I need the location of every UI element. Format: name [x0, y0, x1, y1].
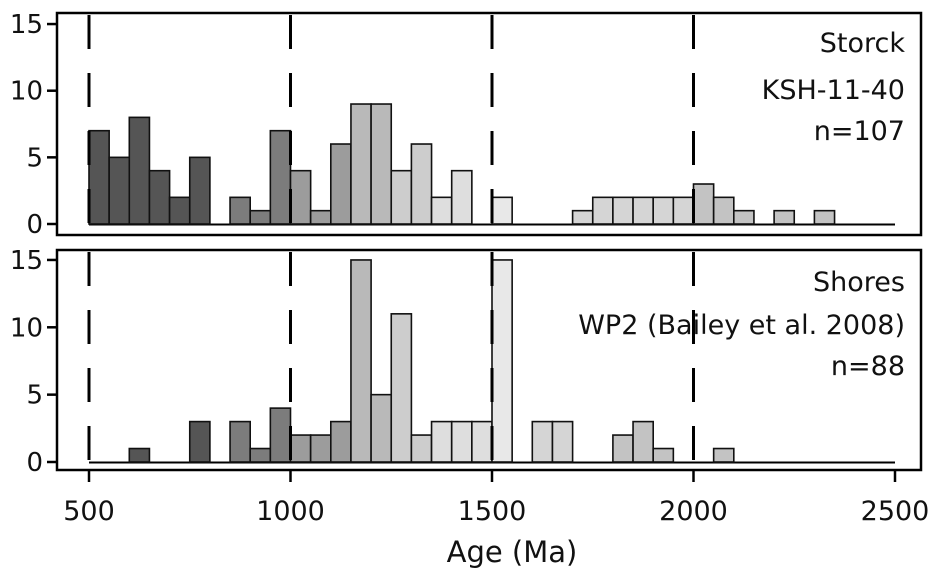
histogram-bar: [430, 196, 453, 225]
panel-annotation: WP2 (Bailey et al. 2008): [578, 310, 905, 341]
histogram-bar: [350, 259, 372, 463]
histogram-bar: [188, 156, 211, 225]
histogram-bar: [390, 169, 413, 225]
histogram-bar: [410, 434, 433, 463]
histogram-bar: [329, 420, 352, 463]
y-tick-label: 15: [10, 10, 43, 40]
histogram-bar: [229, 420, 252, 463]
histogram-bar: [370, 103, 393, 225]
histogram-bar: [652, 196, 675, 225]
y-tick-label: 0: [26, 210, 43, 240]
histogram-bar: [571, 209, 594, 225]
histogram-bar: [652, 447, 675, 463]
histogram-bar: [249, 447, 272, 463]
panel-annotation: KSH-11-40: [762, 75, 905, 106]
histogram-bar: [128, 116, 151, 225]
histogram-bar: [491, 259, 513, 463]
panel-annotation: Storck: [820, 28, 906, 59]
x-tick-label: 2500: [861, 496, 930, 527]
histogram-bar: [390, 313, 413, 463]
x-tick-label: 2000: [659, 496, 728, 527]
x-axis-label: Age (Ma): [447, 535, 578, 569]
histogram-bar: [269, 129, 292, 225]
histogram-bar: [672, 196, 695, 225]
histogram-bar: [632, 420, 654, 463]
histogram-bar: [491, 196, 513, 225]
x-tick-label: 1000: [256, 496, 325, 527]
panel-frame: [55, 11, 923, 237]
histogram-bar: [350, 103, 372, 225]
histogram-bar: [692, 183, 715, 225]
histogram-bar: [309, 209, 332, 225]
histogram-bar: [309, 434, 332, 463]
panel-frame: [55, 248, 923, 472]
x-axis: 500 1000 1500 2000 2500: [63, 470, 929, 527]
histogram-bar: [88, 129, 110, 225]
histogram-bar: [732, 209, 755, 225]
histogram-bar: [612, 196, 634, 225]
histogram-bar: [249, 209, 272, 225]
histogram-bar: [168, 196, 191, 225]
x-tick-label: 500: [63, 496, 115, 527]
x-tick-label: 1500: [458, 496, 527, 527]
histogram-bar: [289, 434, 312, 463]
histogram-bar: [712, 196, 735, 225]
histogram-bar: [289, 169, 312, 225]
panel-annotation: Shores: [813, 267, 905, 298]
histogram-bar: [813, 209, 836, 225]
histogram-bar: [591, 196, 614, 225]
panel-storck: 0 5 10 15 Storck KSH-11-40 n=107: [10, 10, 923, 240]
histogram-bar: [108, 156, 131, 225]
histogram-bar: [450, 169, 473, 225]
histogram-bar: [430, 420, 453, 463]
histogram-bar: [269, 407, 292, 463]
histogram-bar: [531, 420, 554, 463]
y-tick-label: 0: [26, 448, 43, 478]
histogram-bar: [370, 393, 393, 463]
panel-shores: 0 5 10 15 Shores WP2 (Bailey et al. 2008) n=88: [10, 246, 923, 478]
histogram-bar: [612, 434, 634, 463]
histogram-bar: [551, 420, 574, 463]
histogram-bar: [712, 447, 735, 463]
y-tick-label: 5: [26, 381, 43, 411]
histogram-bar: [329, 143, 352, 225]
panel-annotation: n=107: [814, 116, 905, 147]
y-tick-label: 15: [10, 246, 43, 276]
histogram-bar: [229, 196, 252, 225]
panel-annotation: n=88: [831, 351, 905, 382]
y-tick-label: 10: [10, 313, 43, 343]
histogram-bar: [450, 420, 473, 463]
histogram-bar: [188, 420, 211, 463]
histogram-bar: [410, 143, 433, 225]
histogram-bar: [148, 169, 171, 225]
y-tick-label: 5: [26, 143, 43, 173]
histogram-bar: [773, 209, 796, 225]
y-tick-label: 10: [10, 77, 43, 107]
histogram-bar: [128, 447, 151, 463]
histogram-bar: [632, 196, 654, 225]
histogram-bar: [471, 420, 493, 463]
